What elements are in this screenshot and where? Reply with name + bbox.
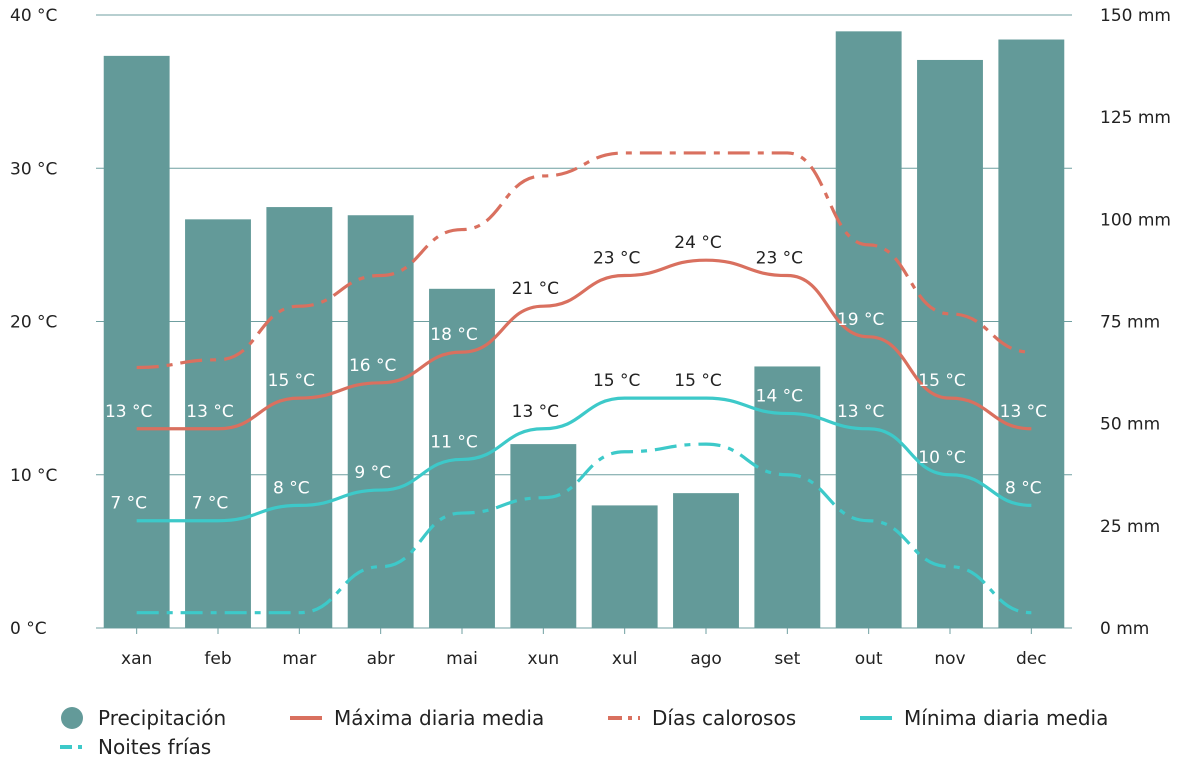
bar-nov	[917, 59, 983, 629]
bar-ago	[673, 493, 739, 628]
data-label: 13 °C	[1000, 402, 1047, 422]
x-tick-label: xan	[121, 649, 152, 669]
y-right-tick: 75 mm	[1100, 313, 1160, 333]
x-tick-label: mar	[282, 649, 316, 669]
data-label: 14 °C	[756, 386, 803, 406]
data-label: 15 °C	[268, 371, 315, 391]
data-label: 19 °C	[837, 310, 884, 330]
y-axis-right-ticks: 0 mm 25 mm 50 mm 75 mm 100 mm 125 mm 150 mm	[1100, 6, 1171, 639]
y-left-tick: 0 °C	[10, 619, 47, 639]
y-right-tick: 0 mm	[1100, 619, 1149, 639]
x-tick-label: xul	[612, 649, 638, 669]
x-tick-label: abr	[367, 649, 395, 669]
y-right-tick: 25 mm	[1100, 517, 1160, 537]
y-left-tick: 40 °C	[10, 6, 57, 26]
y-left-tick: 20 °C	[10, 313, 57, 333]
solid-line-icon	[290, 716, 322, 720]
dashdot-line-icon	[60, 745, 88, 749]
bar-abr	[347, 215, 414, 628]
y-right-tick: 125 mm	[1100, 108, 1171, 128]
temperature-lines	[136, 151, 1032, 615]
data-label: 13 °C	[837, 402, 884, 422]
legend-label: Máxima diaria media	[334, 706, 545, 730]
legend-label: Mínima diaria media	[904, 706, 1109, 730]
data-labels: 13 °C 13 °C 15 °C 16 °C 18 °C 21 °C 23 °C 24 °C…	[105, 233, 1047, 514]
data-label: 23 °C	[593, 249, 640, 269]
data-label: 21 °C	[512, 279, 559, 299]
data-label: 15 °C	[674, 371, 721, 391]
gridlines	[96, 14, 1072, 629]
x-tick-label: xun	[528, 649, 560, 669]
legend-item-hot-days: Días calorosos	[608, 703, 796, 733]
bar-dec	[998, 39, 1065, 628]
legend-label: Precipitación	[98, 706, 227, 730]
x-axis-ticks: xan feb mar abr mai xun xul ago set out nov dec	[121, 628, 1047, 669]
series-line	[136, 396, 1032, 523]
data-label: 10 °C	[918, 448, 965, 468]
series-line	[136, 151, 1032, 370]
data-label: 8 °C	[273, 478, 310, 498]
data-label: 13 °C	[105, 402, 152, 422]
data-label: 13 °C	[512, 402, 559, 422]
data-label: 13 °C	[186, 402, 233, 422]
data-label: 18 °C	[430, 325, 477, 345]
data-label: 7 °C	[192, 494, 229, 514]
data-label: 9 °C	[354, 463, 391, 483]
data-label: 15 °C	[593, 371, 640, 391]
data-label: 8 °C	[1005, 478, 1042, 498]
solid-line-icon	[860, 716, 892, 720]
y-right-tick: 100 mm	[1100, 210, 1171, 230]
x-tick-label: dec	[1016, 649, 1047, 669]
climate-chart: 13 °C 13 °C 15 °C 16 °C 18 °C 21 °C 23 °C 24 °C…	[10, 6, 1171, 669]
dashdot-line-icon	[608, 716, 640, 720]
data-label: 15 °C	[918, 371, 965, 391]
bar-xul	[591, 505, 658, 628]
x-tick-label: nov	[934, 649, 965, 669]
data-label: 23 °C	[756, 249, 803, 269]
data-label: 16 °C	[349, 356, 396, 376]
x-tick-label: mai	[446, 649, 478, 669]
y-axis-left-ticks: 0 °C 10 °C 20 °C 30 °C 40 °C	[10, 6, 57, 639]
bar-mar	[266, 207, 333, 628]
series-line	[136, 442, 1032, 615]
y-left-tick: 10 °C	[10, 466, 57, 486]
data-label: 7 °C	[110, 494, 147, 514]
bar-xun	[510, 444, 577, 628]
x-tick-label: feb	[204, 649, 231, 669]
legend-item-min-daily: Mínima diaria media	[860, 703, 1108, 733]
x-tick-label: out	[855, 649, 883, 669]
x-tick-label: set	[774, 649, 800, 669]
legend-item-cold-nights: Noites frías	[60, 732, 211, 762]
circle-icon	[61, 707, 83, 729]
legend-item-precipitation: Precipitación	[60, 703, 226, 733]
legend-label: Noites frías	[98, 735, 212, 759]
bar-xan	[103, 55, 170, 629]
legend-label: Días calorosos	[652, 706, 797, 730]
precipitation-bars	[103, 31, 1065, 629]
y-left-tick: 30 °C	[10, 159, 57, 179]
y-right-tick: 50 mm	[1100, 415, 1160, 435]
legend-item-max-daily: Máxima diaria media	[290, 703, 544, 733]
data-label: 24 °C	[674, 233, 721, 253]
x-tick-label: ago	[690, 649, 722, 669]
data-label: 11 °C	[430, 432, 477, 452]
series-line	[136, 258, 1032, 431]
y-right-tick: 150 mm	[1100, 6, 1171, 26]
